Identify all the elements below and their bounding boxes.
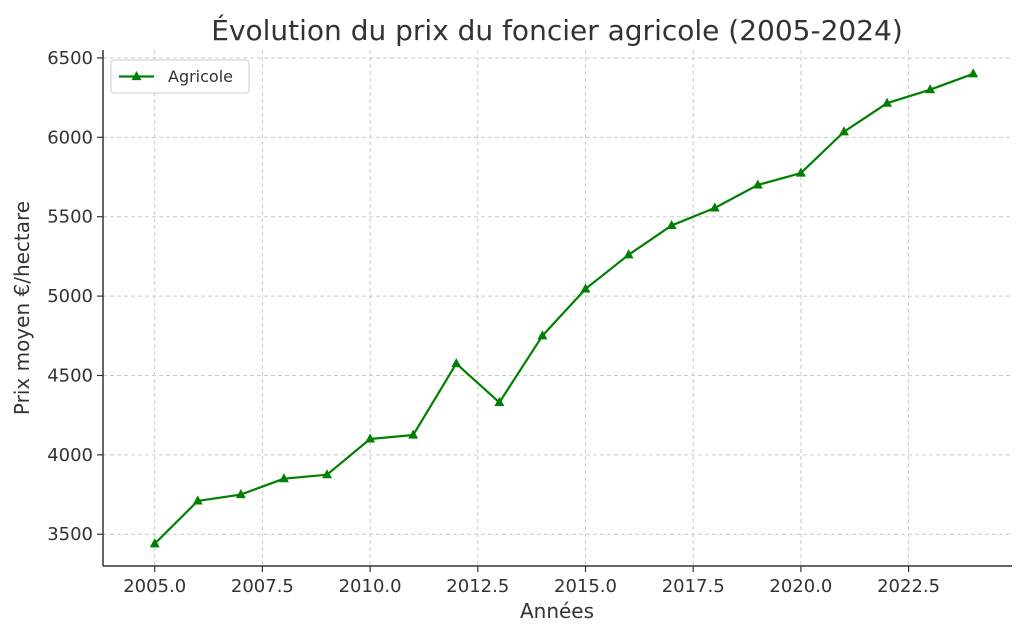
x-tick-label: 2005.0: [123, 576, 186, 597]
x-tick-label: 2015.0: [554, 576, 617, 597]
data-point-2008: [278, 473, 289, 483]
x-axis-label: Années: [520, 599, 594, 623]
data-point-2014: [537, 330, 548, 340]
data-point-2010: [365, 433, 376, 443]
data-point-2024: [968, 68, 979, 78]
data-point-2023: [925, 84, 936, 94]
data-point-2021: [839, 126, 849, 136]
legend: Agricole: [110, 59, 250, 94]
data-point-2005: [149, 538, 160, 548]
y-tick-label: 6000: [47, 127, 93, 148]
grid: [103, 50, 1012, 566]
chart-title: Évolution du prix du foncier agricole (2…: [211, 13, 903, 47]
legend-triangle-marker-icon: [131, 71, 142, 81]
y-axis-label: Prix moyen €/hectare: [10, 201, 34, 415]
data-point-2016: [623, 249, 634, 259]
series-layer: [149, 68, 979, 548]
data-point-2012: [451, 358, 462, 368]
data-point-2015: [580, 283, 591, 293]
data-point-2019: [752, 179, 763, 189]
y-tick-label: 5000: [47, 286, 93, 307]
data-point-2013: [494, 396, 505, 407]
data-point-2022: [882, 97, 893, 107]
x-tick-label: 2017.5: [662, 576, 725, 597]
data-point-2018: [709, 202, 720, 212]
x-tick-label: 2020.0: [769, 576, 832, 597]
y-tick-label: 4500: [47, 365, 93, 386]
x-ticks: 2005.0 2007.5 2010.0 2012.5 2015.0 2017.5 2020…: [123, 566, 940, 597]
x-tick-label: 2012.5: [446, 576, 509, 597]
y-tick-label: 4000: [47, 445, 93, 466]
x-tick-label: 2010.0: [339, 576, 402, 597]
data-point-2020: [795, 167, 806, 177]
x-tick-label: 2022.5: [877, 576, 940, 597]
data-point-2007: [235, 489, 246, 499]
y-tick-label: 5500: [47, 207, 93, 228]
y-ticks: 3500 4000 4500 5000 5500 6000 6500: [47, 48, 103, 545]
y-tick-label: 6500: [47, 48, 93, 69]
data-point-2009: [322, 469, 332, 479]
y-tick-label: 3500: [47, 524, 93, 545]
data-point-2011: [408, 429, 419, 439]
data-point-2006: [192, 495, 203, 505]
x-tick-label: 2007.5: [231, 576, 294, 597]
axes: [102, 50, 1012, 567]
legend-box: [110, 59, 250, 94]
data-point-2017: [666, 219, 677, 230]
series-line-agricole: [153, 72, 974, 545]
legend-label-agricole: Agricole: [168, 67, 233, 86]
